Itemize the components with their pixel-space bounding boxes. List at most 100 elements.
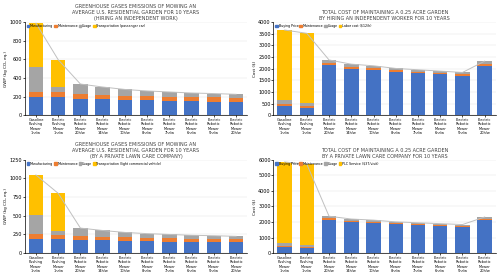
Title: TOTAL COST OF MAINTAINING A 0.25 ACRE GARDEN
BY A PRIVATE LAWN CARE COMPANY FOR : TOTAL COST OF MAINTAINING A 0.25 ACRE GA… <box>321 148 448 158</box>
Bar <box>184 235 199 239</box>
Legend: Buying Price, Maintenance, Usage, PLC Service ($37/visit): Buying Price, Maintenance, Usage, PLC Se… <box>275 161 378 166</box>
Bar <box>366 223 380 253</box>
Bar <box>433 225 448 226</box>
Bar <box>411 223 425 224</box>
Bar <box>184 93 199 97</box>
Y-axis label: GWP (kg CO₂ eq.): GWP (kg CO₂ eq.) <box>4 188 8 224</box>
Bar <box>278 104 292 106</box>
Bar <box>322 216 336 218</box>
Bar <box>28 238 43 253</box>
Bar <box>206 101 221 115</box>
Bar <box>51 231 66 235</box>
Bar <box>118 237 132 241</box>
Bar <box>478 219 492 220</box>
Legend: Manufacturing, Maintenance, Usage, Transportation (passenger car): Manufacturing, Maintenance, Usage, Trans… <box>26 24 146 28</box>
Bar <box>433 71 448 73</box>
Bar <box>73 99 88 115</box>
Bar <box>455 227 469 253</box>
Bar <box>118 241 132 253</box>
Bar <box>28 23 43 67</box>
Bar <box>73 228 88 236</box>
Bar <box>162 101 176 115</box>
Bar <box>278 246 292 247</box>
Bar <box>51 93 66 97</box>
Bar <box>455 226 469 227</box>
Bar <box>118 232 132 237</box>
Bar <box>344 219 358 221</box>
Bar <box>51 238 66 253</box>
Bar <box>455 76 469 115</box>
Bar <box>455 225 469 226</box>
Bar <box>411 225 425 253</box>
Bar <box>206 239 221 242</box>
Bar <box>96 230 110 237</box>
Bar <box>411 73 425 115</box>
Bar <box>322 218 336 220</box>
Bar <box>140 241 154 253</box>
Bar <box>388 224 403 253</box>
Bar <box>206 98 221 101</box>
Bar <box>278 106 292 115</box>
Bar <box>28 67 43 91</box>
Y-axis label: Cost ($): Cost ($) <box>253 198 257 214</box>
Bar <box>28 97 43 115</box>
Bar <box>300 103 314 106</box>
Bar <box>478 217 492 219</box>
Title: GREENHOUSE GASES EMISSIONS OF MOWING AN
AVERAGE U.S. RESIDENTIAL GARDEN FOR 10 Y: GREENHOUSE GASES EMISSIONS OF MOWING AN … <box>72 4 200 21</box>
Bar <box>28 91 43 97</box>
Bar <box>28 175 43 215</box>
Bar <box>73 240 88 253</box>
Bar <box>118 96 132 100</box>
Bar <box>388 68 403 70</box>
Bar <box>344 64 358 67</box>
Bar <box>433 226 448 253</box>
Bar <box>366 68 380 70</box>
Bar <box>388 223 403 224</box>
Bar <box>278 243 292 246</box>
Bar <box>140 238 154 241</box>
Bar <box>278 162 292 243</box>
Bar <box>229 236 244 239</box>
Bar <box>278 100 292 104</box>
Bar <box>455 73 469 74</box>
Bar <box>96 240 110 253</box>
Bar <box>96 99 110 115</box>
Bar <box>184 101 199 115</box>
Title: GREENHOUSE GASES EMISSIONS OF MOWING AN
AVERAGE U.S. RESIDENTIAL GARDEN FOR 10 Y: GREENHOUSE GASES EMISSIONS OF MOWING AN … <box>72 142 200 158</box>
Bar <box>322 60 336 63</box>
Bar <box>300 247 314 248</box>
Bar <box>140 91 154 96</box>
Bar <box>366 220 380 222</box>
Bar <box>478 64 492 66</box>
Bar <box>73 94 88 99</box>
Bar <box>206 94 221 98</box>
Legend: Buying Price, Maintenance, Usage, Labor cost ($12/h): Buying Price, Maintenance, Usage, Labor … <box>275 24 372 28</box>
Bar <box>411 72 425 73</box>
Bar <box>28 215 43 234</box>
Bar <box>96 87 110 95</box>
Bar <box>478 66 492 115</box>
Bar <box>229 98 244 102</box>
Bar <box>455 74 469 76</box>
Bar <box>96 237 110 240</box>
Bar <box>300 106 314 108</box>
Bar <box>433 75 448 115</box>
Bar <box>300 108 314 115</box>
Bar <box>366 70 380 115</box>
Bar <box>51 193 66 231</box>
Bar <box>28 234 43 238</box>
Bar <box>118 89 132 96</box>
Bar <box>229 239 244 242</box>
Bar <box>278 30 292 100</box>
Bar <box>162 92 176 97</box>
Bar <box>478 61 492 64</box>
Bar <box>51 97 66 115</box>
Bar <box>322 65 336 115</box>
Bar <box>388 72 403 115</box>
Bar <box>140 100 154 115</box>
Bar <box>162 238 176 242</box>
Y-axis label: Cost ($): Cost ($) <box>253 60 257 77</box>
Bar <box>206 242 221 253</box>
Bar <box>300 248 314 253</box>
Bar <box>229 242 244 253</box>
